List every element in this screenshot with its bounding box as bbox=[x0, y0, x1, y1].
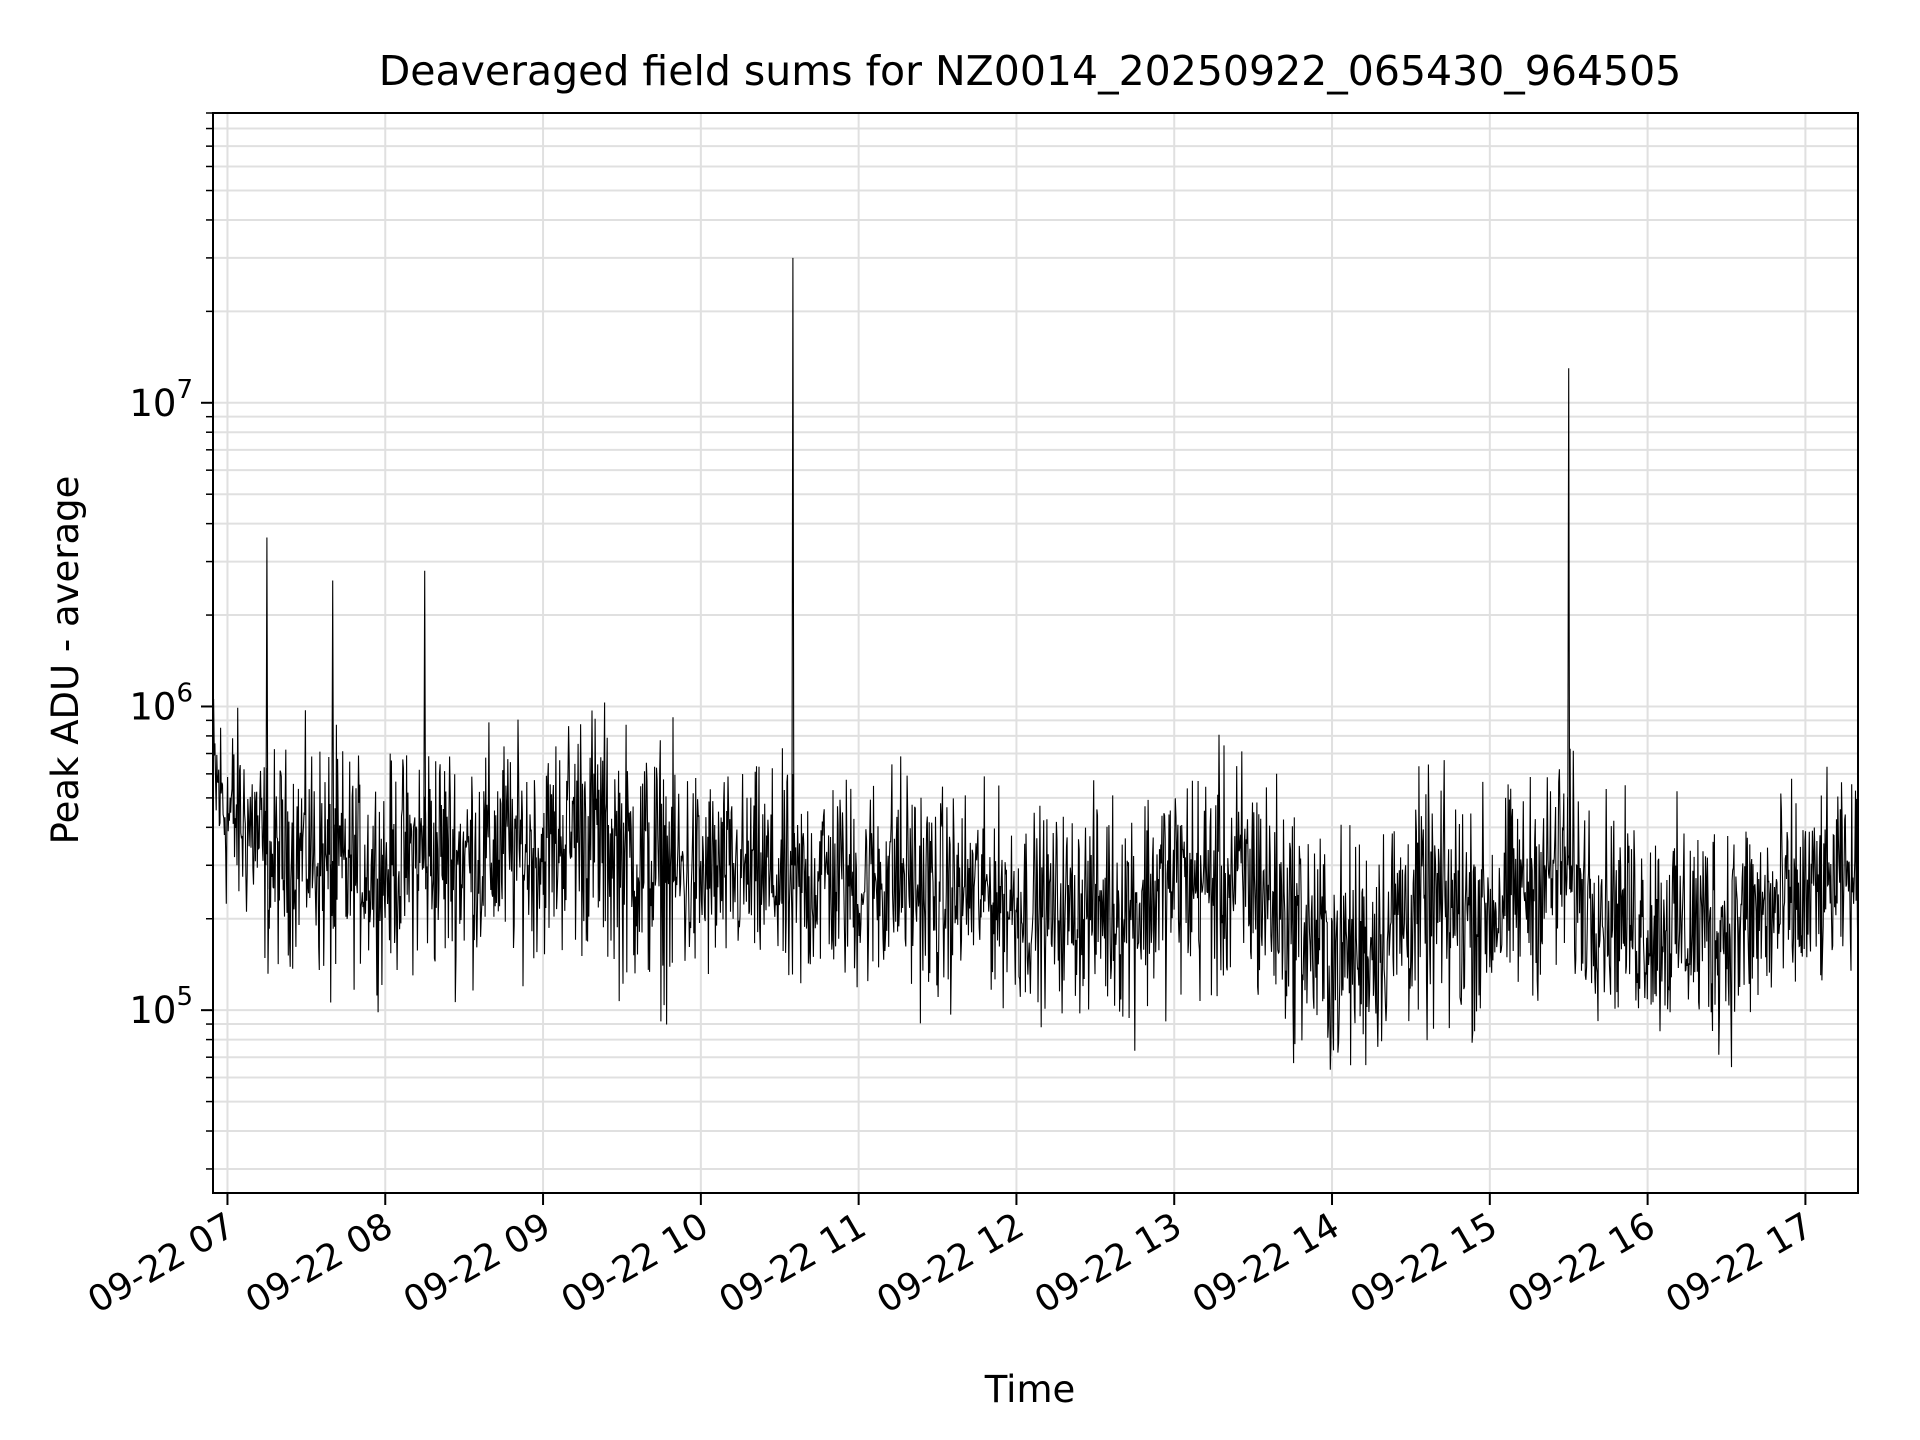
x-tick-label: 09-22 08 bbox=[239, 1205, 400, 1321]
x-axis-label: Time bbox=[984, 1368, 1076, 1411]
x-tick-label: 09-22 07 bbox=[81, 1205, 242, 1321]
grid bbox=[213, 112, 1858, 1193]
series-line bbox=[212, 257, 1859, 1070]
x-tick-label: 09-22 12 bbox=[870, 1205, 1031, 1321]
x-tick-label: 09-22 16 bbox=[1501, 1205, 1662, 1321]
y-tick-label: 105 bbox=[129, 982, 193, 1032]
y-tick-label: 107 bbox=[129, 375, 193, 425]
x-tick-label: 09-22 10 bbox=[555, 1205, 716, 1321]
plot-frame bbox=[212, 112, 1859, 1194]
y-axis: 105 106 107 bbox=[129, 112, 213, 1170]
x-tick-label: 09-22 15 bbox=[1344, 1205, 1505, 1321]
chart-title: Deaveraged field sums for NZ0014_2025092… bbox=[379, 47, 1682, 95]
x-tick-label: 09-22 17 bbox=[1659, 1205, 1820, 1321]
x-tick-label: 09-22 13 bbox=[1028, 1205, 1189, 1321]
x-tick-label: 09-22 11 bbox=[712, 1205, 873, 1321]
series-group bbox=[212, 257, 1859, 1070]
y-axis-label: Peak ADU - average bbox=[44, 476, 87, 845]
y-tick-label: 106 bbox=[129, 678, 193, 728]
x-tick-label: 09-22 09 bbox=[397, 1205, 558, 1321]
x-tick-label: 09-22 14 bbox=[1186, 1205, 1347, 1321]
